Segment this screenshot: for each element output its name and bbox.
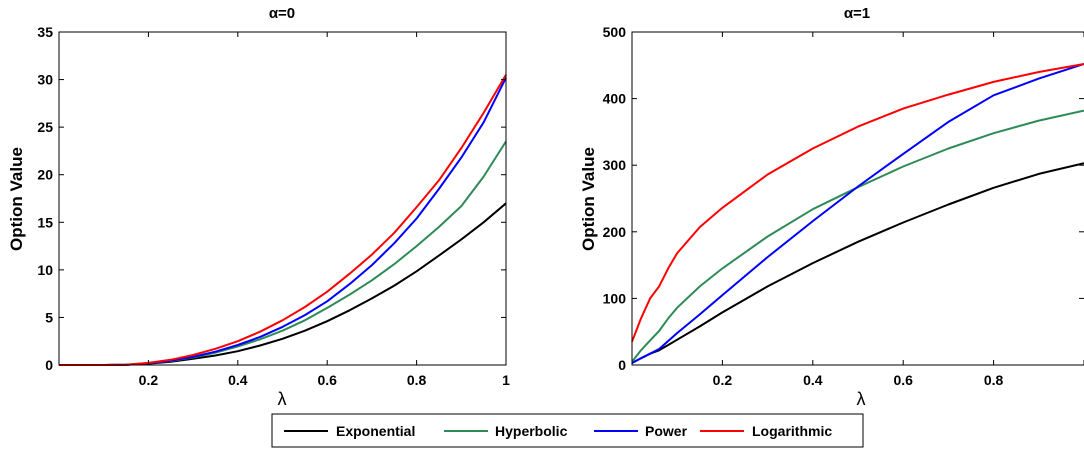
x-tick-label: 0.6 [317,372,337,388]
x-tick-label: 1 [502,372,510,388]
y-tick-label: 5 [45,309,53,325]
x-axis-title-0: λ [278,389,287,409]
x-tick-label: 0.8 [407,372,427,388]
legend: Exponential Hyperbolic Power Logarithmic [271,413,864,448]
y-tick-label: 500 [603,24,627,40]
legend-label-hyperbolic: Hyperbolic [495,423,568,439]
y-tick-label: 0 [45,357,53,373]
x-tick-label: 0.2 [139,372,159,388]
axes-box-0 [58,31,507,366]
series-line-logarithmic-1 [631,63,1084,343]
y-tick-label: 15 [37,214,53,230]
axes-box-1 [631,31,1084,366]
series-line-logarithmic-0 [59,74,507,366]
y-tick-label: 300 [603,157,627,173]
x-tick-label: 0.4 [228,372,248,388]
plot-area-1 [632,32,1084,365]
legend-label-power: Power [645,423,688,439]
y-tick-label: 10 [37,262,53,278]
x-tick-label: 0.2 [713,372,733,388]
x-tick-label: 0.4 [803,372,823,388]
y-axis-title-0: Option Value [7,147,26,251]
series-group-1 [631,63,1084,364]
series-line-hyperbolic-1 [631,109,1084,363]
x-tick-label: 0.8 [984,372,1004,388]
legend-label-exponential: Exponential [336,423,415,439]
ticks-group-1: 0.2 0.4 0.6 0.8 0 100 200 300 400 500 [603,24,1084,388]
plot-area-0 [59,32,506,365]
x-tick-label: 0.6 [893,372,913,388]
y-tick-label: 35 [37,24,53,40]
chart-panel-alpha-1: 0.2 0.4 0.6 0.8 0 100 200 300 400 500 α=1 Option … [579,5,1084,409]
series-line-power-1 [631,63,1084,364]
y-tick-label: 20 [37,167,53,183]
plot-title-0: α=0 [269,5,295,22]
plot-title-1: α=1 [844,5,870,22]
y-axis-title-1: Option Value [579,147,598,251]
series-group-0 [59,74,507,366]
y-tick-label: 25 [37,119,53,135]
y-tick-label: 400 [603,91,627,107]
legend-box [271,413,864,448]
x-axis-title-1: λ [857,389,866,409]
y-tick-label: 100 [603,290,627,306]
y-tick-label: 200 [603,224,627,240]
legend-label-logarithmic: Logarithmic [752,423,832,439]
y-tick-label: 0 [618,357,626,373]
y-tick-label: 30 [37,72,53,88]
